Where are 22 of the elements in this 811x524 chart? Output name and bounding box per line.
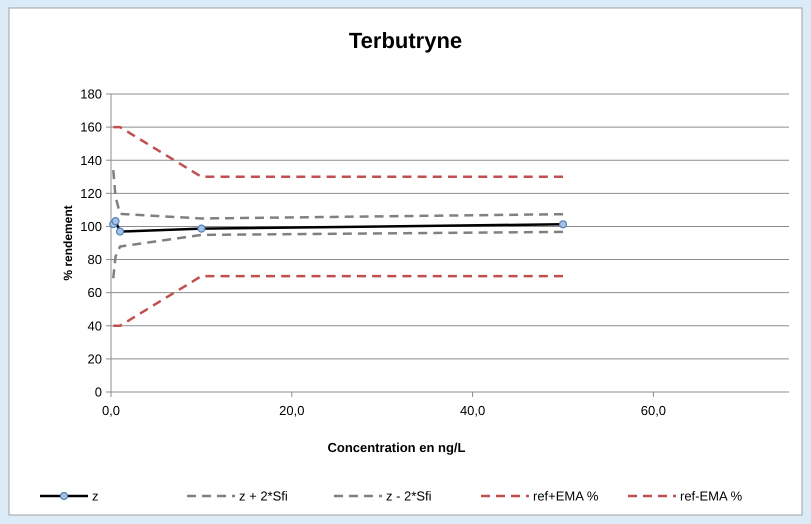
x-tick-label: 0,0 bbox=[102, 403, 120, 418]
y-tick-label: 180 bbox=[80, 86, 102, 102]
y-axis-title: % rendement bbox=[61, 205, 75, 281]
y-tick-label: 160 bbox=[80, 120, 102, 135]
legend-label: z + 2*Sfi bbox=[239, 488, 288, 504]
y-tick-label: 120 bbox=[80, 186, 102, 201]
y-tick-label: 40 bbox=[88, 318, 102, 334]
y-tick-label: 60 bbox=[88, 285, 102, 300]
legend-label: ref+EMA % bbox=[533, 488, 599, 504]
y-tick-label: 100 bbox=[80, 218, 102, 234]
y-tick-label: 140 bbox=[80, 152, 102, 168]
legend-label: z - 2*Sfi bbox=[386, 488, 432, 504]
y-tick-label: 0 bbox=[94, 384, 102, 400]
legend-label: z bbox=[92, 488, 98, 504]
x-tick-label: 60,0 bbox=[640, 403, 666, 418]
legend-label: ref-EMA % bbox=[680, 488, 743, 504]
x-tick-label: 40,0 bbox=[460, 403, 486, 418]
y-tick-label: 20 bbox=[88, 351, 102, 366]
y-tick-label: 80 bbox=[88, 252, 102, 268]
chart-title: Terbutryne bbox=[348, 28, 462, 53]
x-axis-title: Concentration en ng/L bbox=[328, 440, 466, 455]
x-tick-label: 20,0 bbox=[279, 403, 304, 418]
